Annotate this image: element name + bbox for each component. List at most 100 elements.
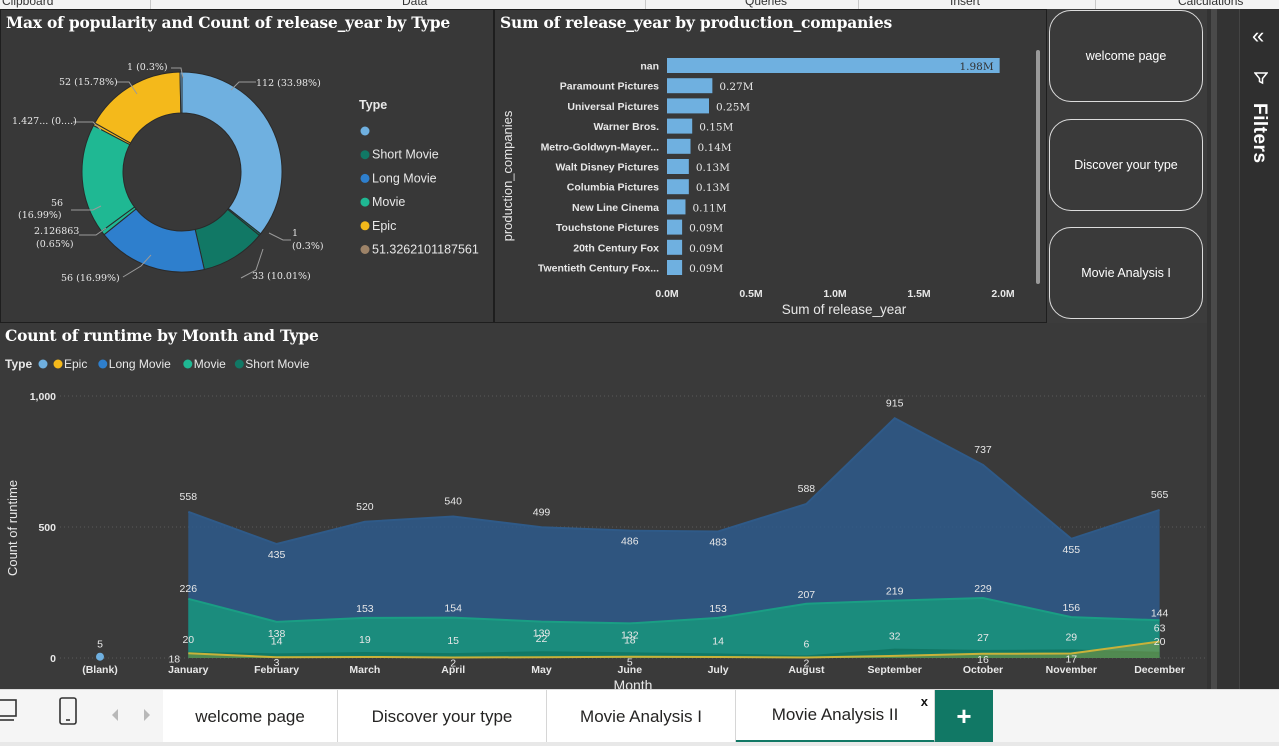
- tab-scroll-arrows[interactable]: [106, 706, 154, 724]
- tab-welcome-page[interactable]: welcome page: [163, 690, 338, 743]
- bar-chart-title: Sum of release_year by production_compan…: [500, 13, 893, 32]
- bar[interactable]: [667, 239, 683, 255]
- blank-point[interactable]: [96, 652, 104, 661]
- slice-label-1-pct: (0.3%): [292, 241, 324, 252]
- area-data-label: 16: [977, 654, 989, 666]
- donut-slices: [81, 71, 283, 273]
- bar-scrollbar[interactable]: [1036, 50, 1040, 284]
- area-x-tick: (Blank): [82, 664, 118, 676]
- area-chart-visual[interactable]: Count of runtime by Month and Type Type …: [0, 323, 1207, 689]
- area-x-tick: June: [618, 664, 643, 676]
- donut-chart-visual[interactable]: Max of popularity and Count of release_y…: [0, 9, 494, 323]
- desktop-view-icon[interactable]: [0, 698, 22, 726]
- tab-movie-analysis-2[interactable]: Movie Analysis II x: [736, 690, 935, 743]
- bar[interactable]: [667, 138, 691, 154]
- donut-legend-item[interactable]: 51.3262101187561: [372, 243, 479, 257]
- bar[interactable]: [667, 199, 686, 215]
- funnel-icon: [1254, 72, 1268, 85]
- bar[interactable]: [667, 118, 693, 134]
- area-x-tick: December: [1134, 664, 1185, 676]
- bar-chart-visual[interactable]: Sum of release_year by production_compan…: [494, 9, 1047, 323]
- donut-leader-lines: [71, 67, 291, 279]
- canvas-scrollbar[interactable]: [1207, 9, 1239, 689]
- filters-pane[interactable]: « Filters: [1239, 9, 1279, 689]
- area-data-label: 226: [180, 583, 198, 595]
- area-data-label: 132: [621, 629, 639, 641]
- bar[interactable]: [667, 219, 683, 235]
- area-data-label: 19: [359, 634, 371, 646]
- area-x-tick: July: [708, 664, 729, 676]
- collapse-chevron-icon[interactable]: «: [1252, 23, 1265, 48]
- legend-marker: [360, 221, 370, 231]
- area-data-label: 915: [886, 397, 904, 409]
- area-x-tick: April: [441, 664, 465, 676]
- page-tab-bar: welcome page Discover your type Movie An…: [0, 689, 1279, 746]
- area-data-label: 18: [168, 653, 180, 665]
- area-line-short-movie: [188, 648, 1160, 658]
- bar[interactable]: [667, 78, 713, 94]
- donut-slice[interactable]: [179, 71, 183, 114]
- area-data-label: 156: [1063, 602, 1081, 614]
- area-x-tick: January: [168, 664, 208, 676]
- area-y-tick: 1,000: [30, 391, 56, 403]
- close-icon[interactable]: x: [920, 694, 928, 709]
- bar-group: nan 1.98M Paramount Pictures 0.27M Universal…: [538, 58, 1000, 275]
- area-x-ticks: (Blank) January February March April May June J…: [82, 664, 1185, 676]
- tab-discover-your-type[interactable]: Discover your type: [338, 690, 547, 743]
- area-data-label: 486: [621, 536, 639, 548]
- area-data-label: 455: [1063, 544, 1081, 556]
- bar-category-label: Universal Pictures: [567, 101, 659, 113]
- bar-data-label: 0.09M: [689, 243, 723, 255]
- nav-button-discover[interactable]: Discover your type: [1049, 119, 1203, 211]
- bar-data-label: 0.13M: [696, 162, 730, 174]
- area-y-ticks: 1,000 500 0: [30, 391, 56, 665]
- area-fill-movie[interactable]: [188, 598, 1160, 658]
- area-data-labels: 5558226201843513814352015319540154152499…: [97, 397, 1168, 669]
- legend-marker: [360, 150, 370, 160]
- area-fill-epic[interactable]: [188, 641, 1160, 658]
- area-legend: Epic Long Movie Movie Short Movie: [38, 357, 310, 371]
- donut-legend-item[interactable]: Epic: [372, 219, 396, 233]
- donut-legend: Short Movie Long Movie Movie Epic 51.3262101…: [360, 126, 479, 257]
- add-page-button[interactable]: +: [935, 690, 993, 743]
- bar-data-label: 0.14M: [698, 142, 732, 154]
- bar-data-label: 0.27M: [719, 81, 753, 93]
- chevron-right-icon: [144, 709, 150, 721]
- donut-legend-item[interactable]: Long Movie: [372, 171, 437, 185]
- area-legend-item[interactable]: Short Movie: [245, 357, 309, 371]
- legend-marker: [360, 245, 370, 254]
- nav-button-welcome[interactable]: welcome page: [1049, 10, 1203, 102]
- area-legend-item[interactable]: Movie: [194, 357, 226, 371]
- donut-slice[interactable]: [181, 71, 283, 235]
- tab-movie-analysis-1[interactable]: Movie Analysis I: [547, 690, 736, 743]
- area-data-label: 5: [627, 657, 633, 669]
- donut-chart-title: Max of popularity and Count of release_y…: [6, 13, 451, 32]
- bar[interactable]: [667, 58, 1000, 73]
- ribbon-group-insert: Insert: [950, 0, 981, 8]
- donut-legend-item[interactable]: Movie: [372, 195, 405, 209]
- donut-legend-item[interactable]: Short Movie: [372, 148, 439, 162]
- bar[interactable]: [667, 159, 689, 174]
- area-data-label: 483: [709, 536, 727, 548]
- area-legend-item[interactable]: Epic: [64, 357, 87, 371]
- bar-data-label: 0.09M: [689, 223, 723, 235]
- area-chart-title: Count of runtime by Month and Type: [5, 326, 319, 345]
- mobile-view-icon[interactable]: [57, 696, 81, 728]
- bar-category-label: Columbia Pictures: [567, 182, 659, 194]
- legend-marker: [360, 126, 370, 136]
- slice-label-56-movie-pct: (16.99%): [18, 210, 62, 221]
- area-data-label: 588: [798, 483, 816, 495]
- canvas-scroll-thumb[interactable]: [1211, 9, 1217, 689]
- area-x-tick: September: [868, 664, 922, 676]
- area-fill-long-movie[interactable]: [188, 418, 1160, 658]
- bar-data-label: 0.11M: [692, 202, 726, 214]
- nav-button-analysis-1[interactable]: Movie Analysis I: [1049, 227, 1203, 319]
- legend-marker: [98, 359, 108, 369]
- bar[interactable]: [667, 179, 689, 195]
- bottom-strip: [0, 742, 1279, 746]
- area-legend-item[interactable]: Long Movie: [109, 357, 171, 371]
- bar-x-tick: 0.5M: [739, 288, 763, 300]
- bar[interactable]: [667, 98, 709, 114]
- bar[interactable]: [667, 260, 683, 275]
- bar-x-tick: 0.0M: [655, 288, 679, 300]
